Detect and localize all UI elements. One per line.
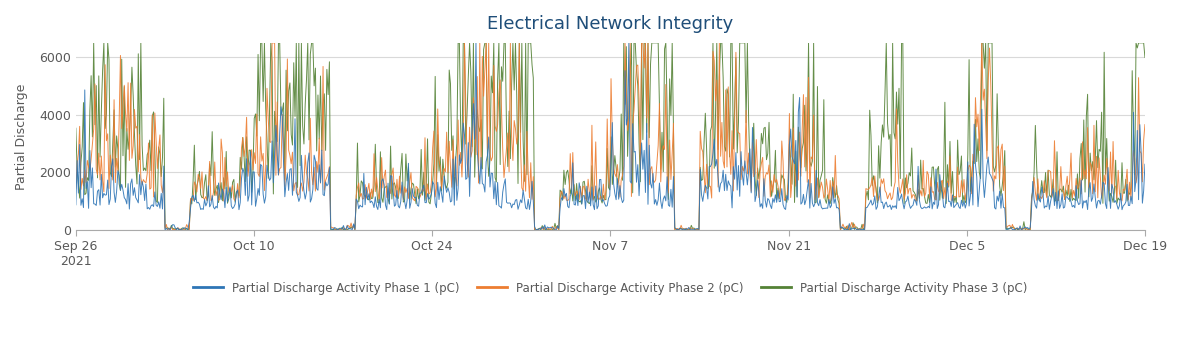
Title: Electrical Network Integrity: Electrical Network Integrity [487, 15, 734, 33]
Legend: Partial Discharge Activity Phase 1 (pC), Partial Discharge Activity Phase 2 (pC): Partial Discharge Activity Phase 1 (pC),… [188, 277, 1032, 299]
Y-axis label: Partial Discharge: Partial Discharge [15, 83, 28, 190]
